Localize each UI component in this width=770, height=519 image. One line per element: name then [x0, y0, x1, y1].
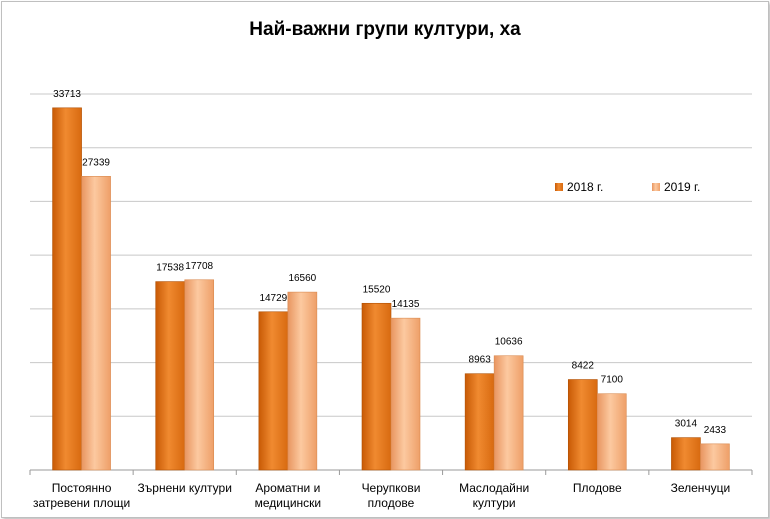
bar-2019-5	[596, 393, 627, 471]
bar-2019-6	[700, 443, 730, 471]
legend-swatch	[555, 183, 563, 191]
data-label: 2433	[704, 425, 727, 436]
bar-2019-2	[287, 291, 318, 471]
category-label: Маслодайни	[459, 481, 529, 495]
category-label: Плодове	[573, 481, 622, 495]
bar-2018-2	[258, 311, 289, 471]
category-label: култури	[473, 496, 516, 510]
data-label: 14135	[392, 299, 420, 310]
bar-2018-0	[52, 107, 82, 471]
data-label: 7100	[601, 375, 624, 386]
data-label: 8422	[572, 361, 595, 372]
bar-2018-5	[567, 379, 598, 471]
bar-2019-3	[390, 317, 421, 471]
bar-2018-6	[671, 437, 701, 471]
category-label: Зеленчуци	[671, 481, 731, 495]
category-label: Зърнени култури	[138, 481, 232, 495]
legend-swatch	[652, 183, 660, 191]
bar-2018-1	[155, 281, 186, 471]
data-label: 16560	[288, 273, 316, 284]
legend-entry: 2018 г.	[567, 180, 603, 194]
legend-entry: 2019 г.	[664, 180, 700, 194]
data-label: 10636	[495, 337, 523, 348]
data-label: 15520	[363, 284, 391, 295]
category-label: Постоянно	[52, 481, 112, 495]
data-label: 14729	[259, 293, 287, 304]
bar-2019-4	[493, 355, 524, 471]
data-label: 33713	[53, 89, 81, 100]
data-label: 27339	[82, 157, 110, 168]
category-label: Черупкови	[362, 481, 421, 495]
bar-2019-1	[184, 279, 215, 471]
category-label: Ароматни и	[255, 481, 320, 495]
data-label: 8963	[469, 355, 492, 366]
bar-2018-4	[464, 373, 495, 471]
data-label: 17708	[185, 261, 213, 272]
category-label: плодове	[368, 496, 415, 510]
bar-2019-0	[81, 176, 111, 471]
category-label: медицински	[255, 496, 322, 510]
data-label: 17538	[156, 263, 184, 274]
chart-title: Най-важни групи култури, ха	[249, 19, 521, 40]
data-label: 3014	[675, 419, 698, 430]
category-label: затревени площи	[33, 496, 130, 510]
bar-2018-3	[361, 302, 392, 471]
